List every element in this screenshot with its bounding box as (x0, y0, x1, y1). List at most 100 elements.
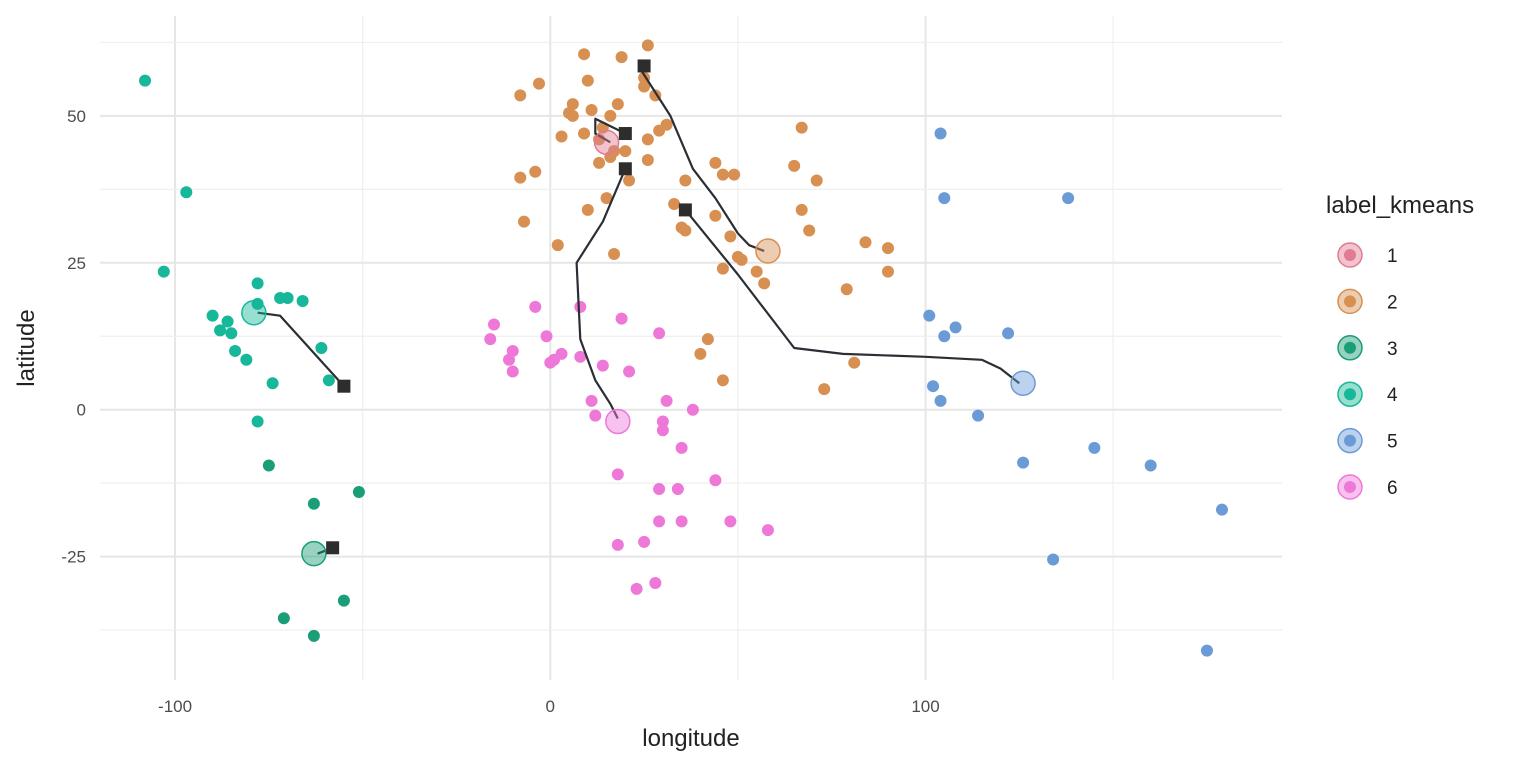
data-point-cluster-2 (848, 356, 861, 369)
legend-items: 1 2 3 4 5 6 (1337, 242, 1398, 500)
data-point-cluster-2 (840, 283, 853, 296)
data-point-cluster-6 (615, 312, 628, 325)
data-point-cluster-2 (709, 156, 722, 169)
data-point-cluster-2 (518, 215, 531, 228)
path-cluster-2 (639, 65, 765, 253)
data-point-cluster-2 (600, 192, 613, 205)
data-point-cluster-6 (611, 538, 624, 551)
data-point-cluster-4 (266, 377, 279, 390)
data-point-cluster-2 (604, 109, 617, 122)
data-point-cluster-6 (675, 515, 688, 528)
centroid-cluster-2 (755, 238, 781, 264)
data-point-cluster-6 (506, 365, 519, 378)
legend-label: 6 (1387, 478, 1398, 499)
data-point-cluster-4 (322, 374, 335, 387)
data-point-cluster-2 (514, 89, 527, 102)
legend-item-5: 5 (1337, 427, 1398, 454)
data-point-cluster-2 (578, 48, 591, 61)
data-point-cluster-6 (488, 318, 500, 331)
legend-item-2: 2 (1337, 288, 1398, 315)
data-point-cluster-6 (540, 330, 553, 343)
data-point-cluster-6 (660, 394, 673, 407)
plot-panel (100, 16, 1282, 680)
data-point-cluster-6 (623, 365, 636, 378)
data-point-cluster-6 (589, 409, 602, 422)
path-cluster-5 (684, 209, 1020, 385)
data-point-cluster-6 (686, 403, 699, 416)
data-point-cluster-2 (735, 253, 748, 266)
legend-key-dot (1344, 481, 1356, 493)
data-point-cluster-2 (611, 98, 624, 111)
legend-key-dot (1344, 388, 1356, 401)
data-point-cluster-2 (716, 168, 729, 181)
data-point-cluster-6 (724, 515, 737, 528)
y-tick-label: -25 (61, 548, 86, 567)
data-point-cluster-2 (581, 203, 594, 216)
data-point-cluster-4 (206, 309, 219, 322)
data-point-cluster-5 (1200, 644, 1213, 657)
start-marker (678, 203, 692, 217)
data-point-cluster-2 (758, 277, 771, 290)
data-point-cluster-5 (1088, 441, 1101, 454)
data-point-cluster-5 (923, 309, 936, 322)
x-axis-title: longitude (642, 725, 739, 752)
legend-item-3: 3 (1337, 335, 1398, 361)
data-point-cluster-6 (503, 353, 516, 366)
centroid-cluster-5 (1010, 370, 1036, 397)
start-marker (337, 379, 351, 393)
legend-label: 4 (1387, 385, 1398, 406)
data-point-cluster-6 (656, 415, 669, 428)
data-point-cluster-2 (795, 121, 808, 134)
data-point-cluster-4 (225, 327, 238, 340)
data-point-cluster-4 (281, 292, 294, 305)
centroids (241, 129, 1036, 567)
data-point-cluster-4 (180, 186, 193, 199)
data-point-cluster-6 (649, 577, 662, 590)
data-point-cluster-3 (277, 612, 290, 625)
data-point-cluster-6 (638, 535, 651, 548)
y-tick-label: 0 (77, 401, 86, 420)
y-tick-label: 50 (67, 107, 86, 126)
data-point-cluster-2 (810, 174, 823, 187)
data-point-cluster-4 (229, 344, 242, 357)
data-point-cluster-4 (240, 353, 253, 366)
data-point-cluster-6 (630, 582, 643, 595)
data-point-cluster-2 (641, 133, 654, 146)
data-point-cluster-2 (585, 104, 598, 117)
data-point-cluster-5 (949, 321, 962, 334)
path-cluster-1 (594, 117, 626, 144)
legend-item-6: 6 (1337, 474, 1398, 500)
legend-label: 5 (1387, 432, 1398, 453)
data-point-cluster-2 (615, 51, 628, 64)
data-point-cluster-2 (750, 265, 763, 278)
start-marker (618, 127, 632, 141)
data-point-cluster-5 (934, 127, 947, 140)
data-point-cluster-2 (668, 198, 681, 211)
data-point-cluster-4 (139, 74, 152, 87)
data-point-cluster-2 (803, 224, 816, 237)
data-point-cluster-3 (307, 629, 320, 642)
data-point-cluster-2 (679, 174, 692, 187)
data-point-cluster-2 (701, 333, 714, 346)
data-point-cluster-3 (352, 485, 365, 498)
data-points (139, 39, 1228, 657)
data-point-cluster-4 (251, 277, 264, 290)
centroid-cluster-4 (241, 299, 267, 326)
legend-key-dot (1344, 295, 1356, 308)
start-markers (326, 59, 692, 555)
data-point-cluster-2 (818, 383, 831, 396)
data-point-cluster-2 (514, 171, 527, 184)
data-point-cluster-4 (251, 415, 264, 428)
legend-key-dot (1344, 434, 1356, 447)
legend-label: 1 (1387, 246, 1398, 267)
data-point-cluster-2 (716, 262, 729, 275)
data-point-cluster-2 (641, 153, 654, 166)
data-point-cluster-6 (653, 327, 666, 340)
data-point-cluster-6 (574, 350, 587, 363)
data-point-cluster-4 (157, 265, 170, 278)
data-point-cluster-2 (882, 242, 894, 255)
data-point-cluster-6 (544, 356, 557, 369)
legend-label: 3 (1387, 339, 1398, 360)
data-point-cluster-2 (653, 124, 666, 137)
